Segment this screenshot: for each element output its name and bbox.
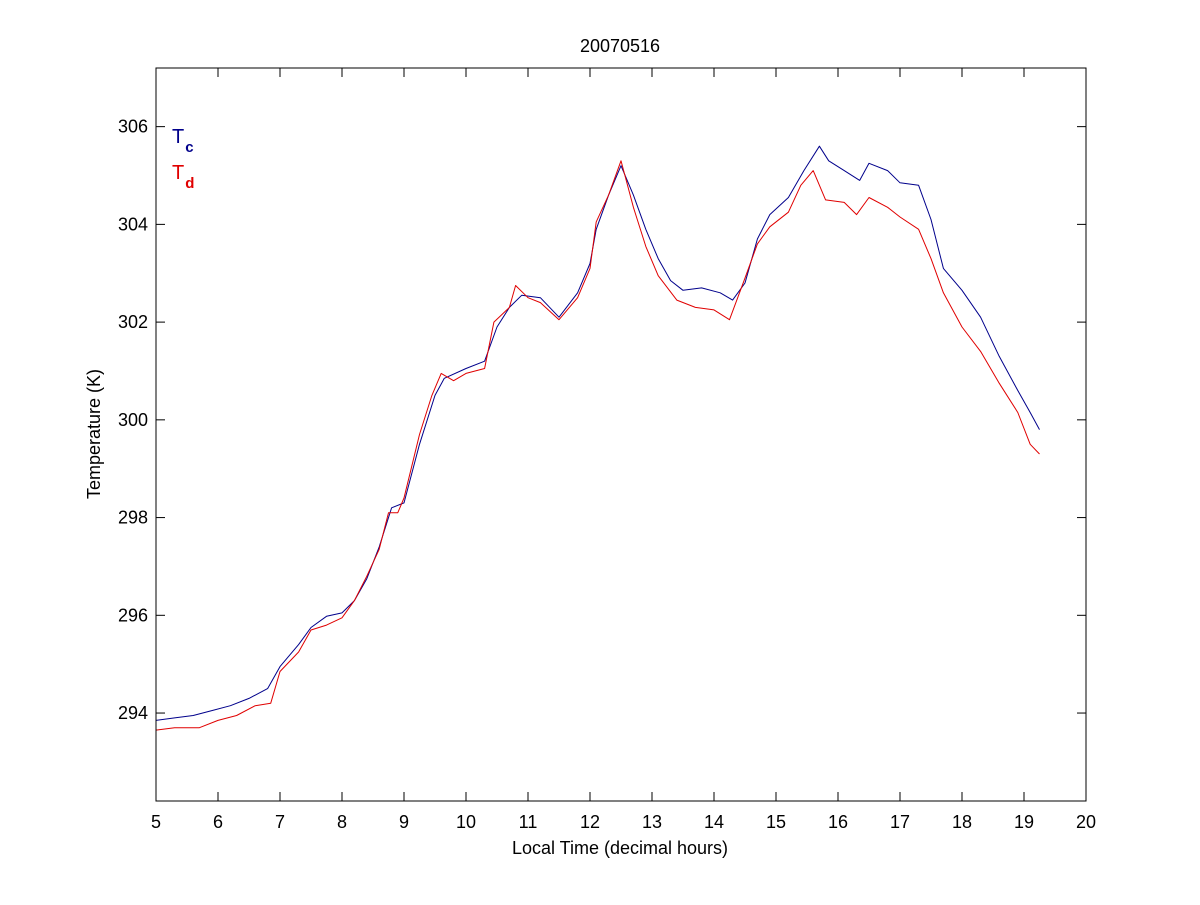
y-axis-title: Temperature (K) (84, 369, 104, 499)
x-tick-label: 14 (704, 812, 724, 832)
x-tick-label: 19 (1014, 812, 1034, 832)
plot-frame (155, 67, 1087, 802)
series-line-tc (155, 145, 1040, 721)
legend-entry-subscript: c (185, 139, 193, 156)
legend-entry-name: T (172, 162, 184, 184)
y-tick-label: 294 (118, 703, 148, 723)
x-axis-title: Local Time (decimal hours) (512, 838, 728, 858)
x-tick-label: 17 (890, 812, 910, 832)
x-tick-label: 12 (580, 812, 600, 832)
x-tick-label: 5 (151, 812, 161, 832)
x-tick-label: 16 (828, 812, 848, 832)
x-tick-label: 8 (337, 812, 347, 832)
chart-title: 20070516 (580, 36, 660, 56)
axis-ticks: 5 6 7 8 9 10 11 12 13 14 15 16 17 18 19 20 294 296 298 300 3… (118, 68, 1096, 832)
x-tick-label: 13 (642, 812, 662, 832)
x-tick-label: 11 (519, 812, 538, 832)
y-tick-label: 302 (118, 312, 148, 332)
legend-entry-name: T (172, 126, 184, 148)
series-line-td (155, 160, 1040, 731)
x-tick-label: 18 (952, 812, 972, 832)
x-tick-label: 15 (766, 812, 786, 832)
legend-entry-subscript: d (185, 175, 194, 192)
x-tick-label: 6 (213, 812, 223, 832)
y-tick-label: 304 (118, 214, 148, 234)
x-tick-label: 20 (1076, 812, 1096, 832)
y-tick-label: 300 (118, 410, 148, 430)
x-tick-label: 9 (399, 812, 409, 832)
legend-entry-tc: Tc (172, 126, 194, 156)
x-tick-label: 10 (456, 812, 476, 832)
y-tick-label: 306 (118, 117, 148, 137)
legend-entry-td: Td (172, 162, 194, 192)
x-tick-label: 7 (275, 812, 285, 832)
y-tick-label: 296 (118, 605, 148, 625)
y-tick-label: 298 (118, 508, 148, 528)
plot-area (155, 145, 1040, 731)
